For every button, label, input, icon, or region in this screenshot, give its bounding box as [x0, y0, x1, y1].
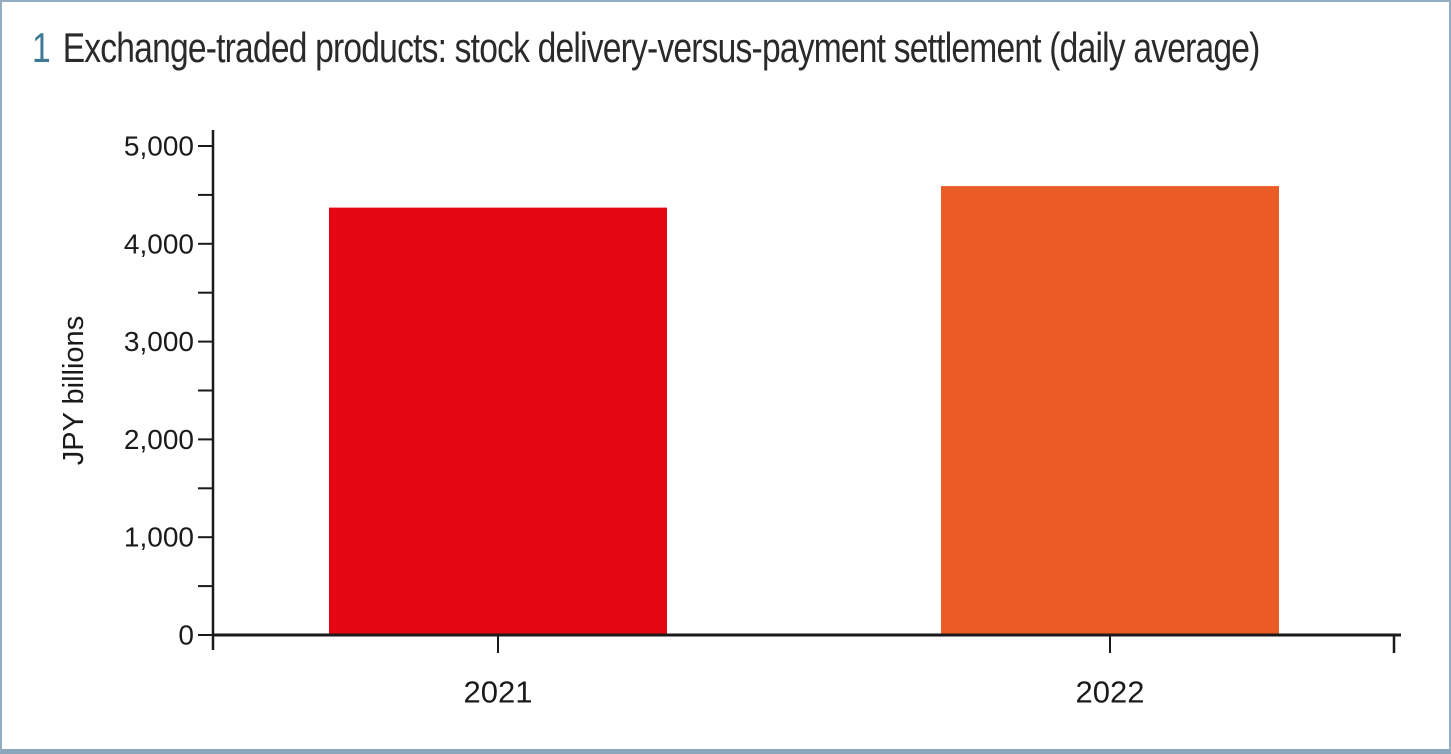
bar-2022	[941, 186, 1279, 635]
bar-2021	[329, 207, 667, 635]
x-category-label: 2022	[1076, 674, 1145, 709]
y-tick-label: 0	[178, 620, 194, 651]
figure-number: 1	[32, 24, 51, 71]
y-tick-label: 5,000	[124, 131, 194, 162]
figure-title: 1 Exchange-traded products: stock deliver…	[32, 24, 1260, 72]
y-tick-label: 4,000	[124, 228, 194, 259]
x-category-label: 2021	[464, 674, 533, 709]
figure-title-text: Exchange-traded products: stock delivery…	[62, 24, 1261, 71]
y-tick-label: 3,000	[124, 326, 194, 357]
y-tick-label: 1,000	[124, 522, 194, 553]
y-axis-title: JPY billions	[58, 316, 90, 465]
y-tick-label: 2,000	[124, 424, 194, 455]
